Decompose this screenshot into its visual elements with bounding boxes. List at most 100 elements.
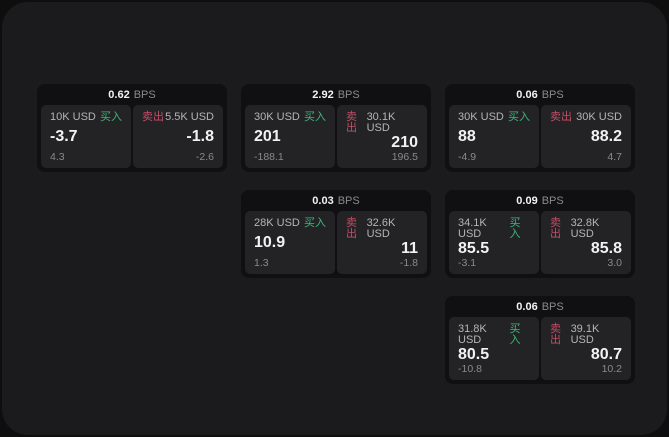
buy-delta: 4.3 [50,150,65,163]
buy-amount: 10K USD [50,111,96,123]
sell-tile[interactable]: 卖出 30.1K USD 210 196.5 [337,105,427,168]
bps-unit: BPS [337,194,360,207]
card-header: 0.03 BPS [245,190,427,211]
buy-amount: 30K USD [458,111,504,123]
sell-side-label: 卖出 [142,111,164,123]
buy-price: -3.7 [50,128,78,146]
buy-tile-top: 31.8K USD 买入 [458,324,530,346]
sell-amount: 32.8K USD [570,217,600,240]
buy-side-label: 买入 [509,323,521,346]
card-header: 0.62 BPS [41,84,223,105]
sell-side-label: 卖出 [550,217,561,240]
buy-tile-top: 10K USD 买入 [50,112,122,123]
quote-tiles: 30K USD 买入 201 -188.1 卖出 30.1K USD 210 1… [245,105,427,168]
quote-card: 2.92 BPS 30K USD 买入 201 -188.1 卖出 30.1K … [241,84,431,172]
sell-tile[interactable]: 卖出 30K USD 88.2 4.7 [541,105,631,168]
buy-tile-top: 30K USD 买入 [254,112,326,123]
bps-value: 0.03 [312,194,334,207]
buy-tile[interactable]: 10K USD 买入 -3.7 4.3 [41,105,131,168]
sell-amount: 39.1K USD [570,323,600,346]
buy-tile[interactable]: 30K USD 买入 88 -4.9 [449,105,539,168]
card-header: 0.06 BPS [449,296,631,317]
sell-amount: 5.5K USD [165,111,214,123]
sell-amount: 30.1K USD [366,111,396,134]
buy-tile-top: 28K USD 买入 [254,218,326,229]
quote-card: 0.09 BPS 34.1K USD 买入 85.5 -3.1 卖出 32.8K… [445,190,635,278]
quote-card: 0.03 BPS 28K USD 买入 10.9 1.3 卖出 32.6K US… [241,190,431,278]
buy-amount: 34.1K USD [458,217,487,240]
bps-value: 2.92 [312,88,334,101]
buy-price: 10.9 [254,234,286,252]
sell-tile[interactable]: 卖出 32.8K USD 85.8 3.0 [541,211,631,274]
quote-tiles: 28K USD 买入 10.9 1.3 卖出 32.6K USD 11 -1.8 [245,211,427,274]
quote-card: 0.62 BPS 10K USD 买入 -3.7 4.3 卖出 5.5K USD… [37,84,227,172]
sell-side-label: 卖出 [346,111,357,134]
bps-unit: BPS [133,88,156,101]
sell-price: 11 [401,239,418,257]
bps-unit: BPS [541,300,564,313]
sell-delta: 3.0 [607,256,622,269]
buy-tile[interactable]: 31.8K USD 买入 80.5 -10.8 [449,317,539,380]
sell-side-label: 卖出 [550,111,572,123]
buy-tile[interactable]: 30K USD 买入 201 -188.1 [245,105,335,168]
sell-delta: 4.7 [607,150,622,163]
buy-side-label: 买入 [100,111,122,123]
sell-amount: 30K USD [576,111,622,123]
buy-price: 85.5 [458,239,490,257]
quote-tiles: 31.8K USD 买入 80.5 -10.8 卖出 39.1K USD 80.… [449,317,631,380]
sell-price: 80.7 [590,345,622,363]
buy-price: 201 [254,128,281,146]
buy-price: 88 [458,128,476,146]
buy-delta: -4.9 [458,150,477,163]
bps-value: 0.09 [516,194,538,207]
card-header: 2.92 BPS [245,84,427,105]
sell-tile[interactable]: 卖出 39.1K USD 80.7 10.2 [541,317,631,380]
bps-value: 0.62 [108,88,130,101]
buy-amount: 30K USD [254,111,300,123]
buy-delta: -188.1 [254,150,284,163]
sell-tile-top: 卖出 30.1K USD [346,112,418,134]
sell-side-label: 卖出 [550,323,561,346]
quote-cards-grid: 0.62 BPS 10K USD 买入 -3.7 4.3 卖出 5.5K USD… [37,84,635,384]
sell-tile[interactable]: 卖出 32.6K USD 11 -1.8 [337,211,427,274]
buy-side-label: 买入 [304,111,326,123]
buy-amount: 31.8K USD [458,323,487,346]
bps-unit: BPS [541,88,564,101]
sell-amount: 32.6K USD [366,217,396,240]
sell-tile-top: 卖出 39.1K USD [550,324,622,346]
card-header: 0.06 BPS [449,84,631,105]
bps-value: 0.06 [516,88,538,101]
buy-side-label: 买入 [508,111,530,123]
sell-price: 85.8 [590,239,622,257]
buy-side-label: 买入 [509,217,521,240]
buy-side-label: 买入 [304,217,326,229]
quote-tiles: 30K USD 买入 88 -4.9 卖出 30K USD 88.2 4.7 [449,105,631,168]
bps-unit: BPS [541,194,564,207]
quote-tiles: 34.1K USD 买入 85.5 -3.1 卖出 32.8K USD 85.8… [449,211,631,274]
buy-delta: -10.8 [458,362,482,375]
sell-price: -1.8 [186,128,214,146]
buy-amount: 28K USD [254,217,300,229]
buy-tile[interactable]: 34.1K USD 买入 85.5 -3.1 [449,211,539,274]
sell-delta: -2.6 [195,150,214,163]
sell-side-label: 卖出 [346,217,357,240]
buy-tile[interactable]: 28K USD 买入 10.9 1.3 [245,211,335,274]
card-header: 0.09 BPS [449,190,631,211]
sell-tile-top: 卖出 5.5K USD [142,112,214,123]
quote-card: 0.06 BPS 30K USD 买入 88 -4.9 卖出 30K USD 8… [445,84,635,172]
bps-value: 0.06 [516,300,538,313]
bps-unit: BPS [337,88,360,101]
buy-price: 80.5 [458,345,490,363]
sell-delta: 10.2 [601,362,622,375]
quote-card: 0.06 BPS 31.8K USD 买入 80.5 -10.8 卖出 39.1… [445,296,635,384]
sell-tile[interactable]: 卖出 5.5K USD -1.8 -2.6 [133,105,223,168]
sell-price: 88.2 [590,128,622,146]
buy-delta: -3.1 [458,256,477,269]
sell-tile-top: 卖出 32.6K USD [346,218,418,240]
buy-delta: 1.3 [254,256,269,269]
sell-tile-top: 卖出 32.8K USD [550,218,622,240]
sell-price: 210 [391,133,418,151]
sell-tile-top: 卖出 30K USD [550,112,622,123]
buy-tile-top: 30K USD 买入 [458,112,530,123]
sell-delta: -1.8 [399,256,418,269]
